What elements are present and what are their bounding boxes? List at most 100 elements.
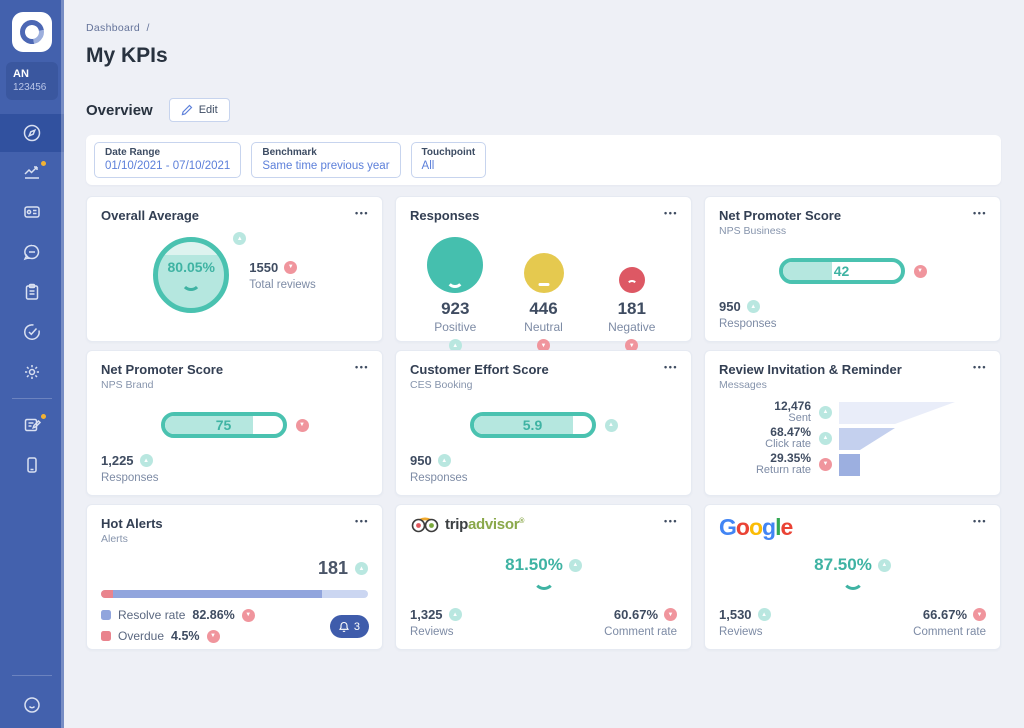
negative-label: Negative [608,320,656,334]
card-review-invitation: Review Invitation & Reminder Messages 12… [704,350,1001,496]
ces-gauge: 5.9 [469,412,596,438]
filter-touchpoint[interactable]: Touchpoint All [410,142,487,178]
filter-value[interactable]: 01/10/2021 - 07/10/2021 [105,160,231,172]
responses-label: Responses [101,472,159,484]
breadcrumb: Dashboard / [86,22,1001,34]
trend-up-icon [819,431,832,445]
sidebar-item-settings[interactable] [0,352,64,392]
card-hot-alerts: Hot Alerts Alerts 181 Resolve rate 82.86… [86,504,383,650]
trend-up-icon [746,300,760,313]
breadcrumb-dashboard[interactable]: Dashboard [86,22,141,34]
trend-down-icon [973,608,986,621]
bell-count: 3 [353,620,360,633]
smile-icon [181,271,202,291]
nav-divider [12,675,52,676]
app-logo[interactable] [12,12,52,52]
more-options-icon[interactable] [973,203,987,221]
filter-date-range[interactable]: Date Range 01/10/2021 - 07/10/2021 [94,142,242,178]
card-nps-brand: Net Promoter Score NPS Brand 75 1,225 Re… [86,350,383,496]
smile-icon [841,568,864,590]
legend-label: Overdue [118,629,165,643]
compass-icon [23,124,41,142]
more-options-icon[interactable] [664,203,678,221]
trend-up-icon [819,405,832,419]
trend-down-icon [819,457,832,471]
gauge-value: 5.9 [522,417,543,433]
user-account-box[interactable]: AN 123456 [6,62,58,100]
nav-divider [12,398,52,399]
sidebar-item-surveys[interactable] [0,272,64,312]
filter-benchmark[interactable]: Benchmark Same time previous year [251,142,401,178]
trend-down-icon [625,339,639,352]
filter-label: Touchpoint [421,147,476,158]
filter-value[interactable]: Same time previous year [262,160,390,172]
alerts-bell-button[interactable]: 3 [329,615,369,638]
trend-up-icon [448,608,462,621]
mobile-device-icon [27,457,37,473]
trend-down-icon [537,339,550,352]
reviews-label: Reviews [719,626,763,638]
kpi-grid: Overall Average 80.05% 1550 Total review… [86,196,1001,650]
sidebar-item-goals[interactable] [0,312,64,352]
gauge-fill [164,416,253,434]
comment-rate-value: 60.67% [613,607,658,622]
trend-up-icon [568,558,582,572]
trend-down-icon [913,264,927,278]
resolve-segment [113,590,323,598]
nps-gauge: 75 [160,412,287,438]
clipboard-icon [25,283,39,300]
negative-value: 181 [617,299,646,318]
comment-rate-label: Comment rate [604,626,677,638]
trend-down-icon [295,418,309,432]
more-options-icon[interactable] [355,511,369,529]
legend-overdue: Overdue 4.5% [101,629,368,643]
filter-value[interactable]: All [421,160,435,172]
sidebar-item-feedback[interactable] [0,682,64,728]
document-pencil-icon [24,418,42,432]
legend-resolve-rate: Resolve rate 82.86% [101,608,368,622]
sidebar-footer [0,669,64,728]
trend-down-icon [664,608,677,621]
sidebar-item-contacts[interactable] [0,192,64,232]
chat-bubble-icon [23,244,40,261]
card-overall-average: Overall Average 80.05% 1550 Total review… [86,196,383,342]
main-content: Dashboard / My KPIs Overview Edit Date R… [64,0,1024,650]
more-options-icon[interactable] [664,511,678,529]
user-id: 123456 [13,82,47,93]
edit-button-label: Edit [198,104,218,116]
breadcrumb-separator: / [146,22,150,34]
trend-up-icon [448,339,462,352]
card-subtitle: CES Booking [410,379,473,391]
responses-neutral: 446 Neutral [501,231,587,352]
sidebar-item-conversations[interactable] [0,232,64,272]
filter-label: Date Range [105,147,161,158]
more-options-icon[interactable] [355,357,369,375]
trend-down-icon [206,629,220,643]
card-subtitle: Messages [719,379,767,391]
more-options-icon[interactable] [973,511,987,529]
more-options-icon[interactable] [664,357,678,375]
tripadvisor-logo: tripadvisor® [410,516,677,533]
sidebar-item-notes[interactable] [0,405,64,445]
target-check-icon [24,324,40,340]
sidebar-item-mobile[interactable] [0,445,64,485]
more-options-icon[interactable] [973,357,987,375]
card-subtitle: NPS Business [719,225,787,237]
sent-label: Sent [788,411,811,424]
sidebar-item-dashboard[interactable] [0,114,64,152]
card-title: Customer Effort Score [410,362,549,377]
positive-label: Positive [434,320,477,334]
gauge-value: 42 [833,263,850,279]
happy-face-icon [427,237,484,293]
responses-value: 950 [719,299,741,314]
gauge-value: 75 [215,417,232,433]
neutral-label: Neutral [524,320,563,334]
notification-dot [41,161,46,166]
legend-value: 4.5% [171,629,200,643]
edit-button[interactable]: Edit [168,98,230,122]
card-subtitle: NPS Brand [101,379,154,391]
more-options-icon[interactable] [355,203,369,221]
trend-up-icon [437,454,451,467]
sidebar-item-statistics[interactable] [0,152,64,192]
neutral-value: 446 [529,299,558,318]
